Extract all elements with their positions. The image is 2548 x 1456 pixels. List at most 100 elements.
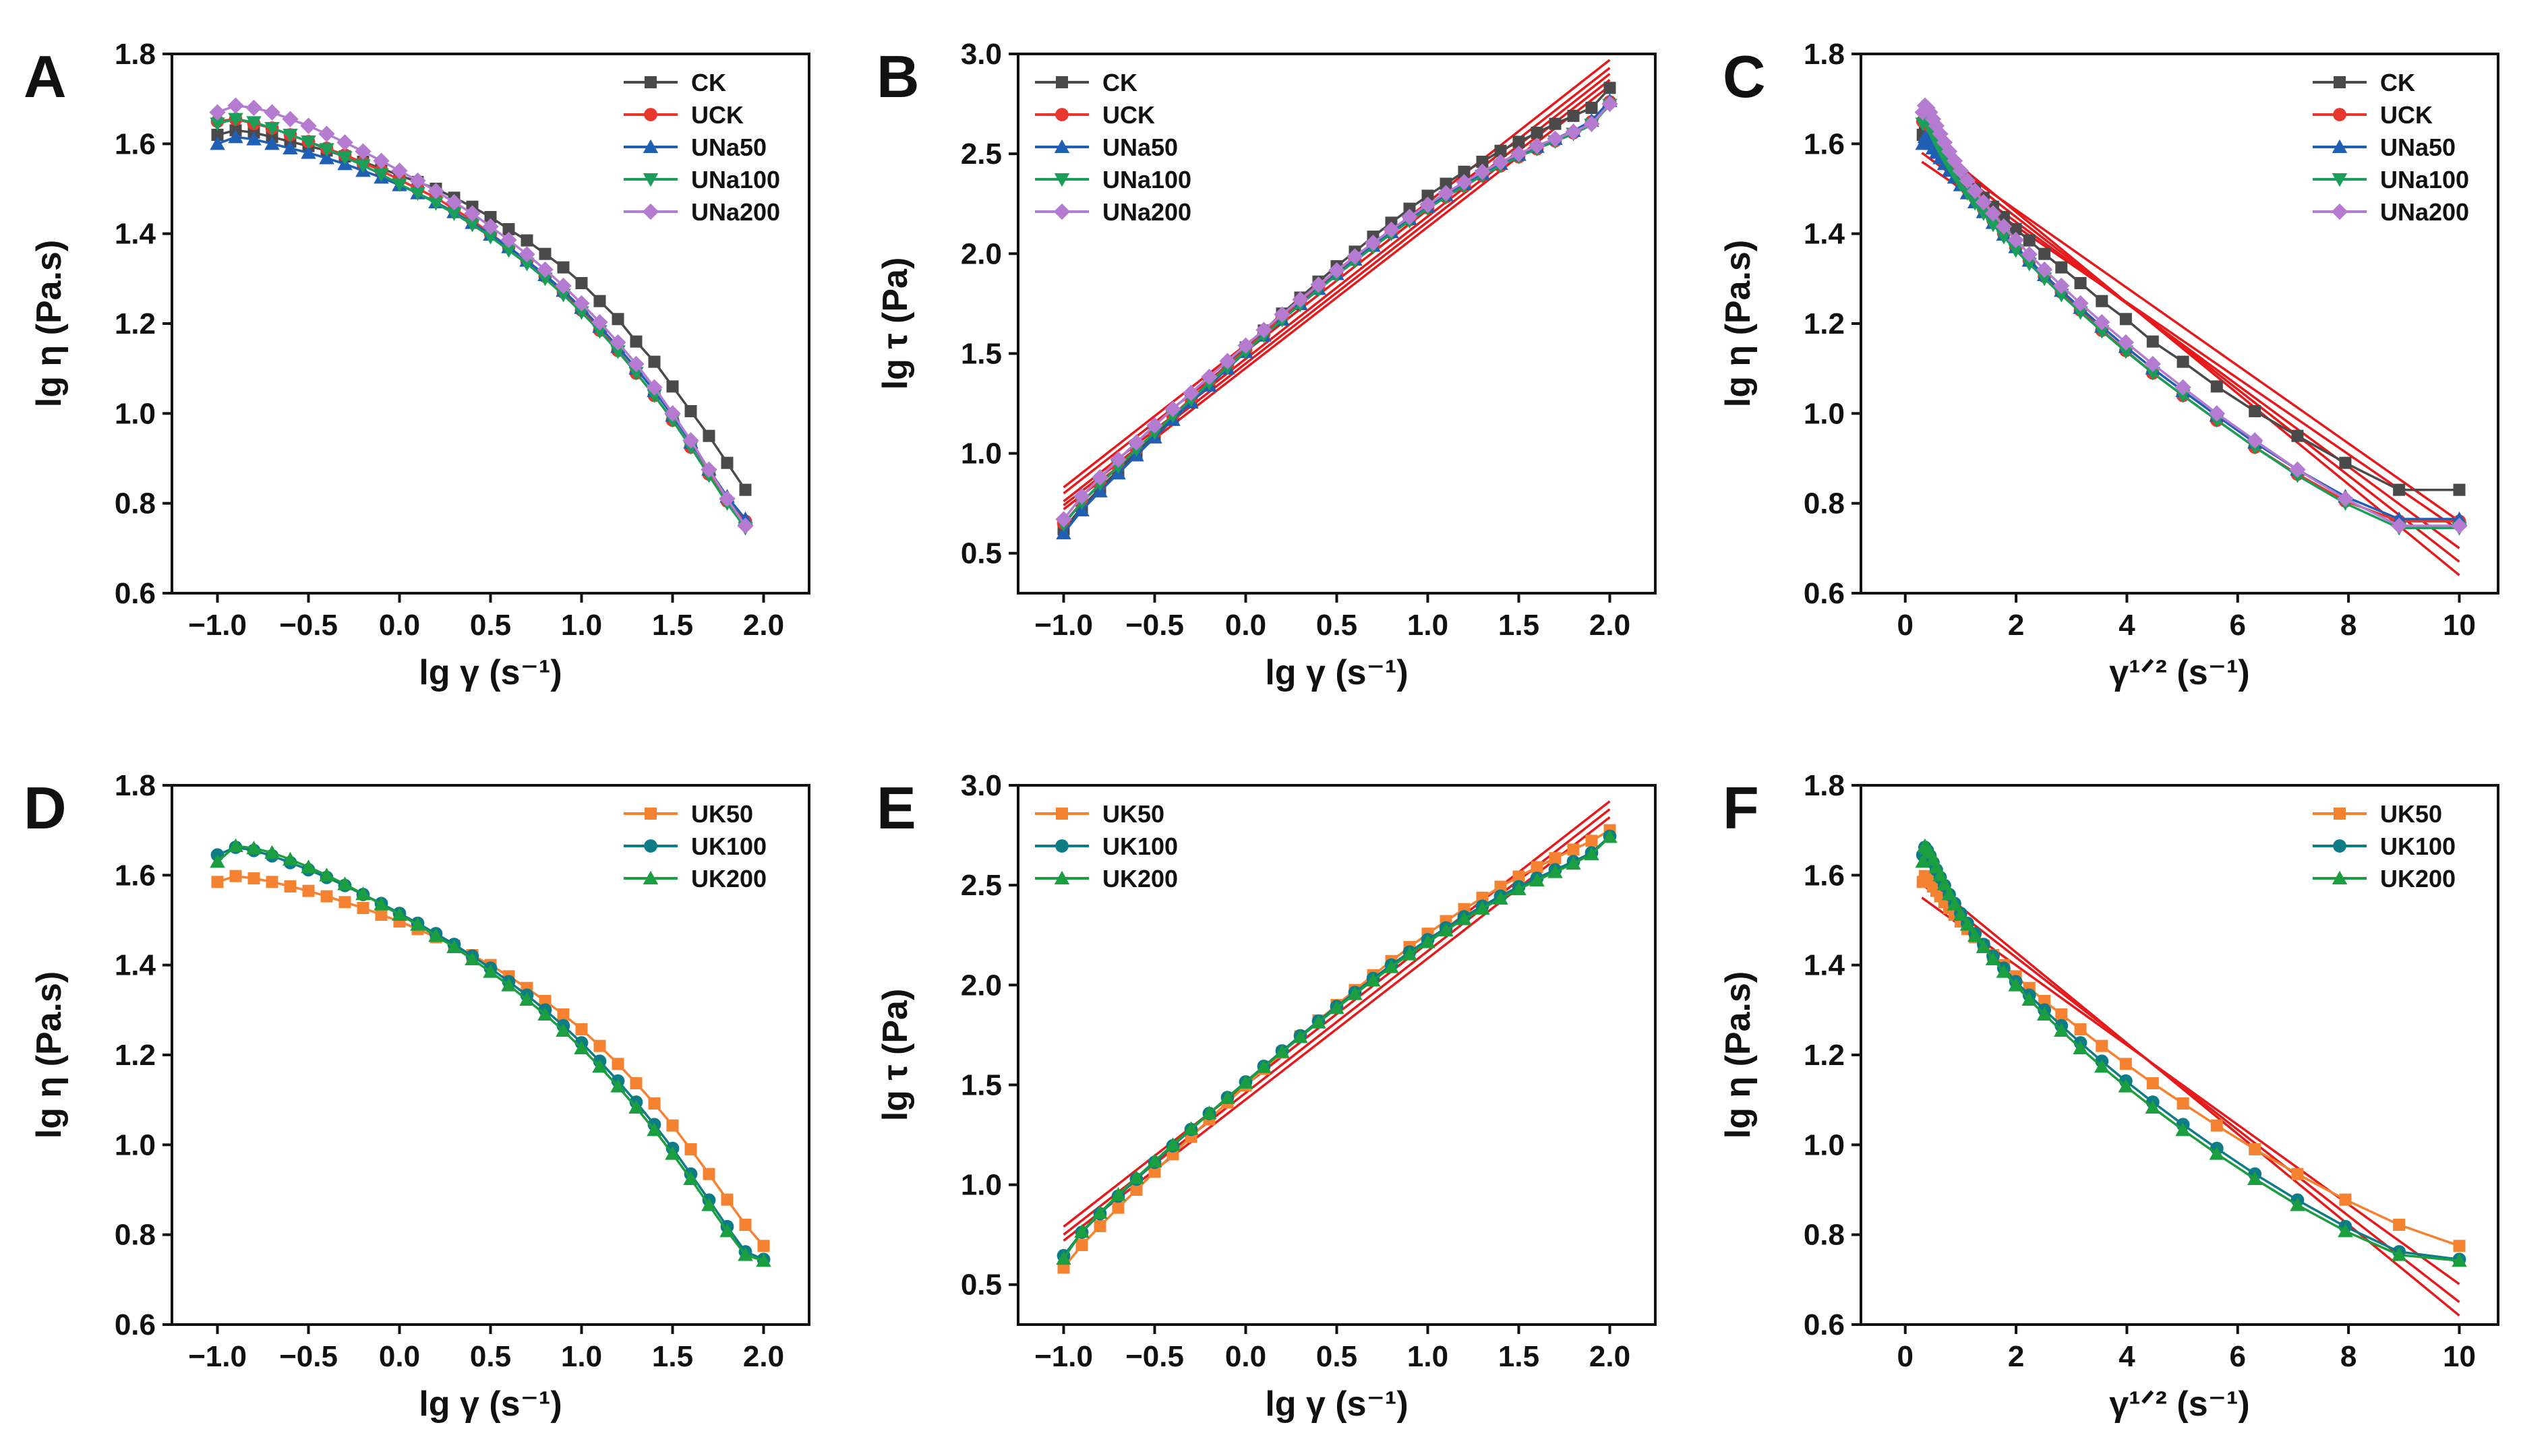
y-tick-label-a: 1.6 [115,127,156,160]
data-point-d-uk200 [428,928,444,942]
legend-label-c-una100: UNa100 [2380,166,2469,193]
data-point-c-una200 [2208,405,2225,422]
data-point-c-ck [2291,429,2304,442]
data-point-d-uk50 [648,1097,661,1110]
data-point-c-una200 [2174,379,2191,396]
data-point-c-ck [2009,223,2022,235]
data-point-c-ck [2038,247,2051,260]
data-point-f-uk200 [2118,1079,2134,1093]
y-tick-label-d: 1.0 [115,1128,156,1161]
data-point-d-uk200 [446,939,462,953]
data-point-d-uk200 [355,886,371,901]
data-point-c-una200 [1932,125,1949,142]
data-point-b-ck [1494,144,1507,157]
data-point-c-una100 [2054,289,2069,303]
data-point-a-ck [484,211,497,223]
data-point-c-una200 [2247,432,2263,449]
legend-label-a-ck: CK [691,69,726,96]
data-point-e-uk200 [1602,829,1618,843]
legend-label-b-ck: CK [1102,69,1137,96]
legend-marker-b-ck [1056,76,1068,88]
y-tick-label-a: 1.8 [115,38,156,71]
y-tick-label-e: 3.0 [961,769,1002,802]
data-point-e-uk50 [1075,1239,1088,1252]
data-point-a-una100 [465,218,480,233]
data-point-f-uk200 [2247,1171,2263,1185]
data-point-a-una100 [246,116,262,130]
data-point-d-uk50 [284,880,297,892]
y-tick-label-a: 0.6 [115,577,156,610]
x-tick-label-b: 2.0 [1589,609,1630,642]
x-tick-label-b: −1.0 [1034,609,1093,642]
x-tick-label-e: 1.0 [1407,1340,1448,1373]
y-tick-label-f: 1.4 [1804,949,1845,982]
data-point-a-una100 [574,306,589,320]
data-point-d-uk50 [539,995,552,1007]
data-point-f-uk50 [2291,1167,2304,1180]
data-point-a-ck [612,313,624,326]
data-point-a-ck [502,223,515,235]
data-point-c-ck [2176,355,2189,368]
data-point-a-una200 [555,277,572,295]
data-point-a-ck [211,129,224,141]
data-point-d-uk200 [228,838,243,852]
data-point-e-uk200 [1274,1044,1290,1058]
data-point-a-ck [684,405,697,417]
legend-label-e-uk50: UK50 [1102,800,1164,828]
data-point-f-uk200 [2094,1059,2110,1073]
legend-c: CK UCK UNa50 UNa100 UNa200 [2313,69,2469,226]
data-point-a-una200 [737,517,754,535]
x-tick-label-f: 8 [2340,1340,2357,1373]
data-point-b-una200 [1529,138,1545,154]
data-point-e-uk200 [1347,986,1363,1000]
data-point-c-una200 [1946,152,1963,169]
data-point-d-uk200 [392,907,407,921]
data-point-d-uk200 [501,977,516,992]
data-point-e-uk50 [1512,870,1525,883]
data-point-a-una200 [373,152,390,169]
plot-area-c [1914,97,2468,576]
data-point-a-ck [539,247,552,260]
data-point-d-uk200 [301,859,316,874]
legend-marker-d-uk50 [645,808,657,820]
data-point-b-una200 [1346,248,1363,265]
panel-letter-b: B [877,43,920,110]
data-point-a-una200 [318,125,335,142]
legend-marker-b-uck [1055,108,1069,121]
data-point-e-uk50 [1531,861,1543,874]
legend-marker-e-uk200 [1054,870,1070,884]
data-point-b-una200 [1310,276,1327,293]
data-point-b-una50 [1056,525,1071,540]
data-point-d-uk200 [647,1122,662,1136]
panel-e: E −1.0 −0.5 0.0 0.5 1.0 1.5 2.0 0.5 1.0 1.5 2.0 2.5 3… [876,769,1657,1424]
data-point-c-ck [2055,261,2068,274]
data-point-a-una200 [519,246,535,263]
data-point-a-una100 [410,187,425,201]
x-tick-label-f: 0 [1897,1340,1913,1373]
y-tick-label-c: 0.6 [1804,577,1845,610]
data-point-b-una200 [1383,221,1400,238]
data-point-a-una200 [573,295,590,312]
data-point-c-una100 [1985,218,2001,233]
x-axis-title-b: lg γ (s⁻¹) [1265,653,1408,692]
data-point-b-una200 [1292,291,1309,308]
data-point-a-una200 [701,461,717,478]
data-point-e-uk200 [1584,846,1599,861]
data-point-a-una100 [210,117,225,131]
data-point-e-uk200 [1456,911,1472,926]
data-point-d-uk200 [756,1253,771,1267]
data-point-d-uk200 [738,1247,753,1261]
legend-label-b-una50: UNa50 [1102,133,1178,161]
data-point-c-una100 [2175,389,2191,403]
x-tick-label-c: 0 [1897,609,1913,642]
data-point-a-una100 [428,197,444,211]
x-tick-label-a: 0.0 [379,609,420,642]
y-axis-title-b: lg τ (Pa) [876,257,915,390]
x-tick-label-e: 1.5 [1498,1340,1539,1373]
y-tick-label-d: 1.8 [115,769,156,802]
data-point-c-una200 [1924,111,1942,127]
data-point-d-uk50 [375,909,388,921]
data-point-a-una100 [592,325,608,339]
y-tick-label-a: 1.0 [115,397,156,430]
data-point-e-uk50 [1567,843,1580,856]
